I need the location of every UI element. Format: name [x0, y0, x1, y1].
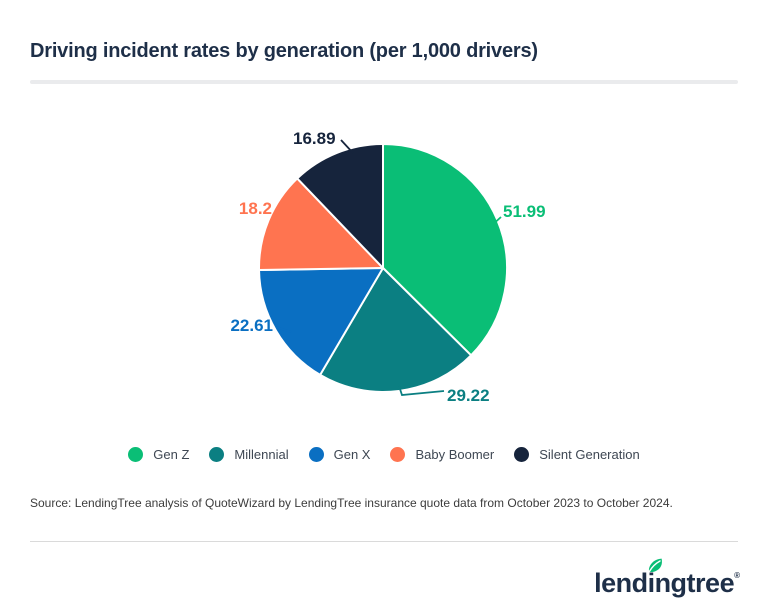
legend-label-millennial: Millennial — [234, 446, 289, 462]
source-note: Source: LendingTree analysis of QuoteWiz… — [30, 496, 673, 510]
legend-dot-gen-x — [308, 446, 324, 462]
value-label-gen-z: 51.99 — [503, 202, 546, 221]
leader-line-baby-boomer — [274, 210, 291, 223]
value-label-silent-generation: 16.89 — [293, 129, 336, 148]
chart-title: Driving incident rates by generation (pe… — [30, 40, 538, 62]
legend-dot-silent-generation — [514, 446, 530, 462]
legend-item-gen-z: Gen Z — [128, 446, 190, 462]
legend-label-gen-z: Gen Z — [153, 446, 190, 462]
legend-label-gen-x: Gen X — [333, 446, 371, 462]
pie-slice-gen-x — [258, 267, 384, 376]
legend-item-baby-boomer: Baby Boomer — [390, 446, 495, 462]
pie-slice-baby-boomer — [258, 177, 384, 272]
logo-text: lendingtree — [594, 568, 735, 598]
value-label-millennial: 29.22 — [447, 386, 490, 405]
pie-slice-millennial — [319, 267, 473, 393]
legend-dot-baby-boomer — [390, 446, 406, 462]
footer-divider — [30, 541, 738, 542]
legend-label-silent-generation: Silent Generation — [539, 446, 640, 462]
legend-label-baby-boomer: Baby Boomer — [415, 446, 495, 462]
pie-slice-silent-generation — [296, 143, 384, 269]
chart-legend: Gen Z Millennial Gen X Baby Boomer Silent Ge… — [0, 441, 768, 467]
legend-item-gen-x: Gen X — [308, 446, 371, 462]
registered-mark: ® — [734, 571, 740, 580]
leader-line-silent-generation — [340, 139, 354, 154]
legend-item-millennial: Millennial — [209, 446, 289, 462]
legend-dot-gen-z — [128, 446, 144, 462]
lendingtree-logo: lendingtree® — [594, 558, 740, 602]
legend-dot-millennial — [209, 446, 225, 462]
value-label-baby-boomer: 18.2 — [239, 199, 272, 218]
leader-line-millennial — [398, 385, 445, 396]
legend-item-silent-generation: Silent Generation — [514, 446, 640, 462]
leader-line-gen-x — [275, 326, 292, 333]
value-label-gen-x: 22.61 — [230, 316, 273, 335]
leaf-icon — [648, 558, 663, 573]
pie-chart: 51.99 29.22 22.61 18.2 16.89 — [230, 129, 546, 405]
leader-line-gen-z — [489, 216, 502, 228]
title-divider — [30, 80, 738, 84]
